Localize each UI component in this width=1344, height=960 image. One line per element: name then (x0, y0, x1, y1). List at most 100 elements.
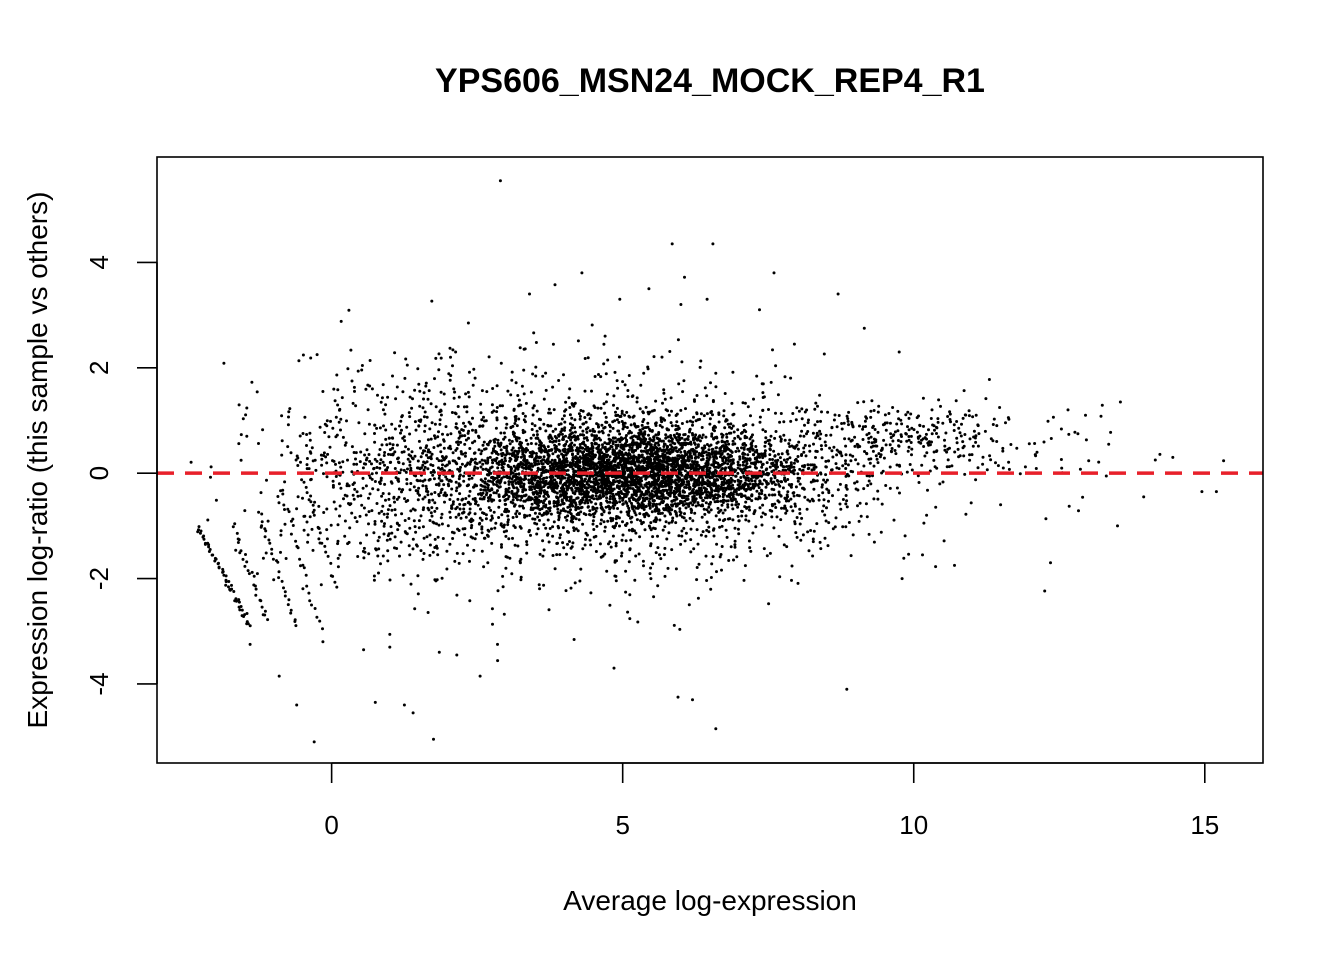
scatter-point (590, 444, 594, 448)
scatter-point (786, 457, 789, 461)
scatter-point (623, 425, 627, 429)
scatter-point (941, 480, 945, 484)
scatter-point (825, 478, 829, 482)
scatter-point (644, 505, 648, 509)
scatter-point (660, 425, 664, 429)
scatter-point (586, 492, 590, 496)
scatter-point (505, 493, 509, 497)
scatter-point (279, 533, 283, 537)
scatter-point (707, 453, 711, 457)
scatter-point (662, 477, 666, 481)
scatter-point (603, 482, 607, 486)
scatter-point (560, 432, 564, 436)
scatter-point (535, 496, 539, 500)
scatter-point (820, 456, 824, 460)
scatter-point (667, 413, 671, 417)
scatter-point (588, 538, 592, 542)
scatter-point (404, 445, 408, 449)
scatter-point (547, 424, 551, 428)
scatter-point (923, 454, 927, 458)
scatter-point (693, 484, 697, 488)
scatter-point (759, 452, 763, 456)
scatter-point (358, 460, 362, 464)
scatter-point (705, 528, 709, 532)
scatter-point (611, 452, 615, 456)
scatter-point (393, 427, 397, 431)
scatter-point (393, 508, 397, 512)
scatter-point (624, 434, 628, 437)
scatter-point (484, 493, 488, 497)
scatter-point (806, 463, 810, 467)
scatter-point (680, 360, 684, 364)
scatter-point (627, 374, 631, 377)
scatter-point (642, 371, 646, 375)
scatter-point (441, 463, 444, 467)
scatter-point (744, 514, 748, 518)
scatter-point (806, 421, 810, 425)
scatter-point (409, 469, 413, 473)
scatter-point (864, 502, 868, 506)
scatter-point (765, 482, 769, 486)
scatter-point (490, 451, 494, 455)
scatter-point (492, 482, 496, 486)
scatter-point (435, 522, 438, 526)
scatter-point (646, 455, 650, 459)
scatter-point (604, 486, 607, 490)
scatter-point (386, 508, 390, 512)
scatter-point (646, 425, 650, 429)
scatter-point (637, 552, 641, 556)
scatter-point (806, 530, 810, 534)
scatter-point (443, 500, 446, 504)
scatter-point (706, 463, 710, 467)
scatter-point (413, 454, 417, 458)
scatter-point (393, 535, 397, 539)
scatter-point (719, 475, 723, 479)
scatter-point (599, 406, 603, 410)
scatter-point (546, 518, 550, 522)
scatter-point (500, 543, 503, 547)
scatter-point (742, 446, 746, 450)
scatter-point (536, 527, 540, 531)
scatter-point (698, 495, 702, 499)
scatter-point (617, 420, 621, 424)
scatter-point (693, 511, 697, 515)
scatter-point (545, 476, 549, 480)
scatter-point (463, 464, 467, 468)
scatter-point (895, 463, 899, 467)
scatter-point (728, 425, 731, 429)
scatter-point (907, 552, 911, 556)
scatter-point (772, 526, 776, 530)
scatter-point (442, 438, 446, 442)
scatter-point (576, 437, 580, 441)
scatter-point (735, 555, 739, 559)
scatter-point (336, 523, 340, 527)
scatter-point (614, 452, 618, 456)
scatter-point (442, 483, 446, 487)
scatter-point (803, 464, 807, 467)
scatter-point (731, 370, 735, 374)
scatter-point (648, 572, 652, 576)
scatter-point (538, 518, 541, 522)
scatter-point (736, 435, 740, 439)
scatter-point (649, 465, 653, 469)
scatter-point (601, 481, 605, 485)
scatter-point (579, 489, 583, 493)
scatter-point (697, 435, 701, 439)
scatter-point (650, 493, 654, 496)
scatter-point (697, 503, 701, 507)
scatter-point (640, 490, 644, 494)
scatter-point (708, 417, 712, 421)
scatter-point (540, 471, 544, 475)
scatter-point (615, 418, 619, 422)
scatter-point (728, 517, 732, 521)
scatter-point (620, 483, 624, 487)
scatter-point (370, 472, 374, 476)
scatter-point (591, 489, 595, 493)
scatter-point (572, 526, 576, 530)
scatter-point (701, 491, 705, 495)
scatter-point (675, 490, 679, 494)
scatter-point (492, 491, 496, 495)
scatter-point (456, 443, 460, 447)
scatter-point (740, 446, 743, 450)
scatter-point (830, 425, 834, 429)
